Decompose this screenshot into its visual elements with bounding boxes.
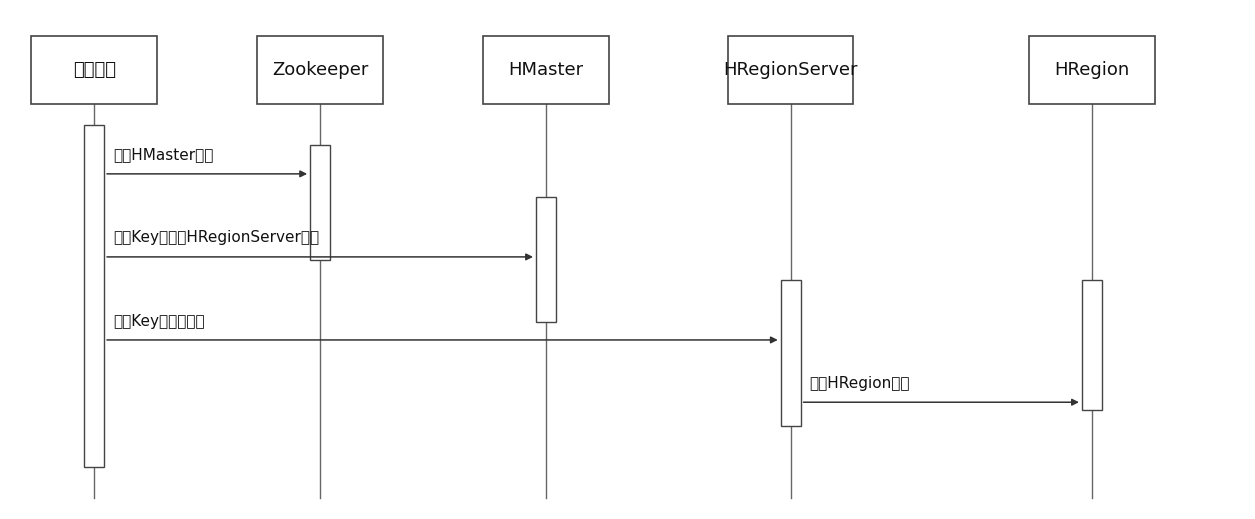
Text: 请求HMaster地址: 请求HMaster地址 bbox=[113, 147, 213, 162]
Text: 访问HRegion实例: 访问HRegion实例 bbox=[809, 376, 910, 391]
Text: 应用程序: 应用程序 bbox=[73, 61, 115, 79]
Bar bbox=[310, 145, 330, 260]
Bar bbox=[781, 280, 801, 426]
Text: 输入Key，查询数据: 输入Key，查询数据 bbox=[113, 313, 205, 329]
Bar bbox=[1082, 280, 1102, 410]
Text: 输入Key，请求HRegionServer地址: 输入Key，请求HRegionServer地址 bbox=[113, 230, 319, 245]
Text: Zookeeper: Zookeeper bbox=[272, 61, 368, 79]
Bar bbox=[483, 36, 609, 104]
Bar bbox=[84, 125, 104, 467]
Bar bbox=[257, 36, 383, 104]
Bar bbox=[728, 36, 853, 104]
Bar bbox=[536, 197, 556, 322]
Bar bbox=[31, 36, 157, 104]
Text: HMaster: HMaster bbox=[508, 61, 584, 79]
Text: HRegion: HRegion bbox=[1054, 61, 1130, 79]
Text: HRegionServer: HRegionServer bbox=[723, 61, 858, 79]
Bar bbox=[1029, 36, 1155, 104]
